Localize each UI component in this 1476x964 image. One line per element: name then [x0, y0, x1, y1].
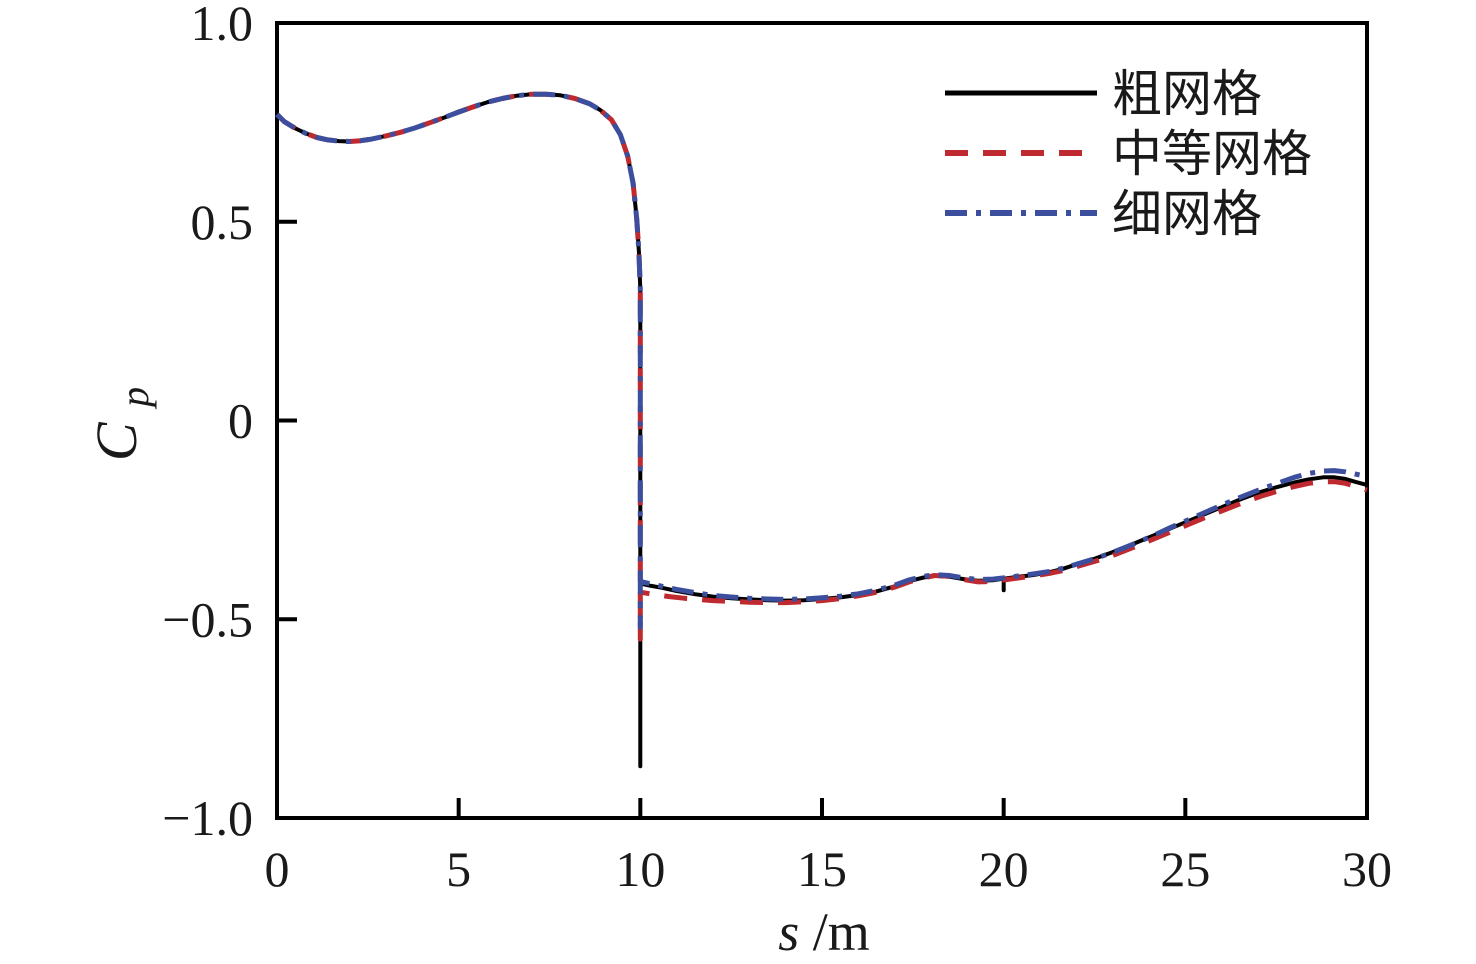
axis-ticks	[275, 21, 1369, 820]
x-tick-label: 20	[979, 841, 1029, 897]
legend-item-medium-grid: 中等网格	[945, 126, 1312, 182]
y-axis-label: C p	[84, 387, 157, 461]
legend-label-medium-grid: 中等网格	[1112, 126, 1312, 182]
x-axis-label: s /m	[778, 902, 870, 962]
x-axis-label-symbol: s	[778, 902, 799, 962]
y-tick-label: 0	[228, 393, 253, 449]
y-tick-label: 1.0	[191, 0, 254, 51]
legend-label-coarse-grid: 粗网格	[1112, 66, 1262, 122]
x-tick-label: 0	[265, 841, 290, 897]
legend-label-fine-grid: 细网格	[1112, 186, 1262, 242]
x-tick-label: 25	[1160, 841, 1210, 897]
x-tick-label: 30	[1342, 841, 1392, 897]
x-tick-label: 5	[446, 841, 471, 897]
legend-item-coarse-grid: 粗网格	[945, 66, 1262, 122]
y-tick-label: −0.5	[162, 591, 253, 647]
x-tick-label: 15	[797, 841, 847, 897]
x-axis-label-unit: /m	[813, 902, 870, 962]
series-line-fine-grid	[275, 91, 1368, 630]
series-lines	[275, 91, 1368, 769]
y-tick-label: −1.0	[162, 790, 253, 846]
y-axis-label-sub: p	[112, 387, 157, 410]
y-tick-label: 0.5	[191, 194, 254, 250]
axis-tick-labels: 0 5 10 15 20 25 30 1.0 0.5 0 −0.5 −1.0	[162, 0, 1392, 897]
x-tick-label: 10	[615, 841, 665, 897]
y-axis-label-main: C	[84, 421, 149, 461]
legend-item-fine-grid: 细网格	[945, 186, 1262, 242]
